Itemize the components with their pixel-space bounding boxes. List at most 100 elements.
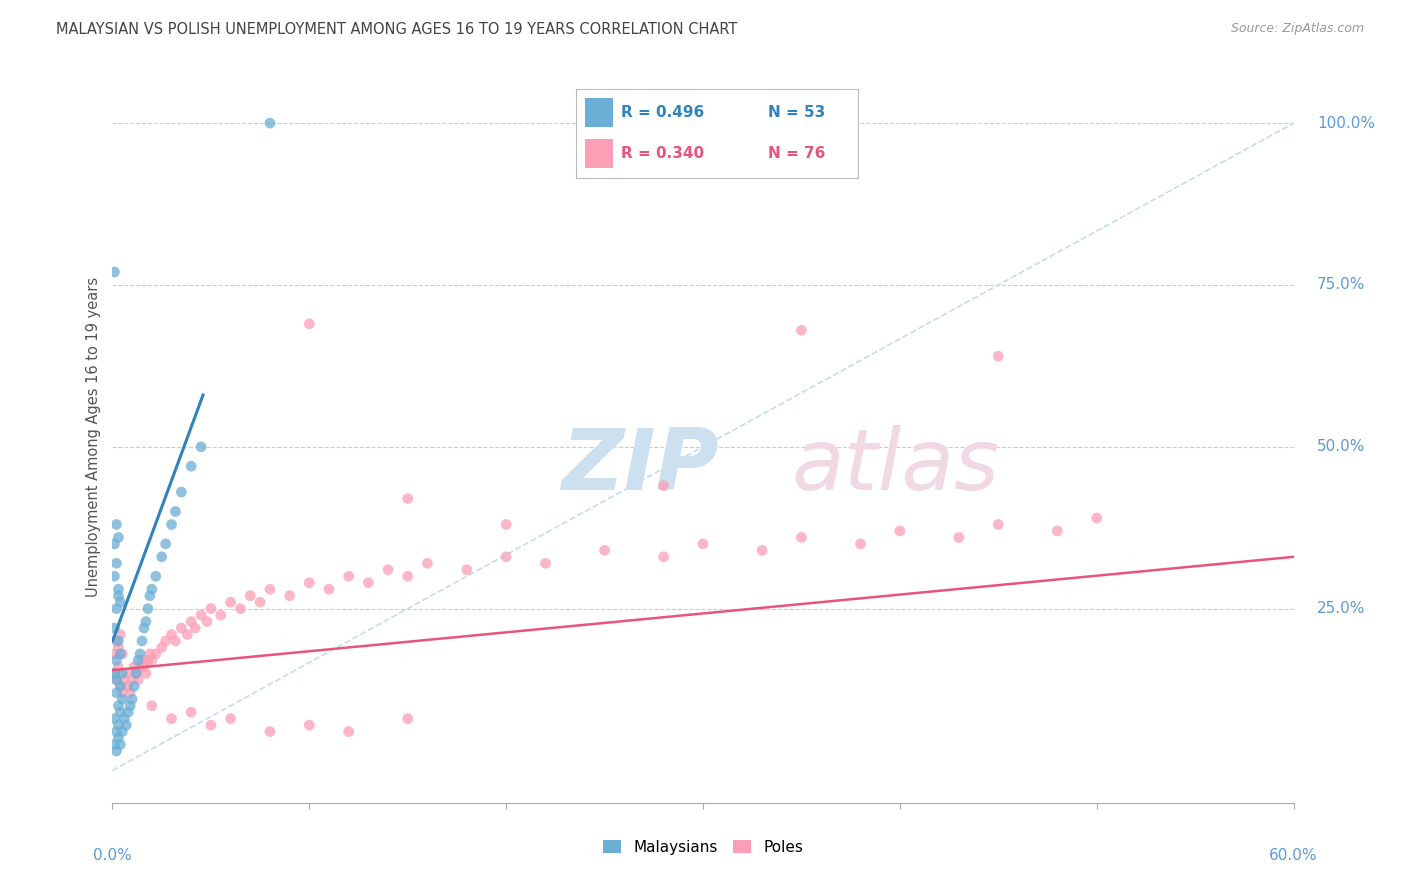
Point (112, 673, 135, 687)
Point (107, 582, 129, 597)
Point (110, 679, 132, 693)
Point (120, 698, 142, 713)
Point (127, 673, 149, 687)
Point (160, 627, 183, 641)
Point (105, 517, 128, 532)
Text: 50.0%: 50.0% (1317, 439, 1365, 454)
Point (105, 724, 128, 739)
Point (165, 634, 187, 648)
Point (110, 647, 132, 661)
Point (139, 589, 162, 603)
Point (790, 530, 813, 544)
Point (200, 601, 222, 615)
Point (259, 582, 281, 597)
Point (190, 440, 212, 454)
Point (593, 543, 616, 558)
Point (131, 653, 153, 667)
Point (396, 491, 419, 506)
Point (122, 660, 145, 674)
Point (219, 595, 242, 609)
Point (170, 621, 193, 635)
Text: MALAYSIAN VS POLISH UNEMPLOYMENT AMONG AGES 16 TO 19 YEARS CORRELATION CHART: MALAYSIAN VS POLISH UNEMPLOYMENT AMONG A… (56, 22, 738, 37)
Point (278, 589, 301, 603)
Point (160, 517, 183, 532)
Point (195, 615, 218, 629)
Point (145, 569, 167, 583)
Point (105, 557, 128, 571)
Point (111, 692, 134, 706)
Point (160, 712, 183, 726)
Point (184, 621, 207, 635)
Point (122, 679, 145, 693)
Point (416, 557, 439, 571)
Point (337, 569, 360, 583)
Point (115, 666, 138, 681)
Legend: Malaysians, Poles: Malaysians, Poles (596, 834, 810, 861)
Point (107, 640, 129, 655)
Point (298, 575, 321, 590)
Point (456, 563, 478, 577)
Point (357, 575, 380, 590)
Point (790, 323, 813, 337)
Point (849, 537, 872, 551)
Point (105, 601, 128, 615)
Point (1046, 524, 1069, 538)
Point (136, 653, 159, 667)
Point (987, 349, 1010, 363)
Point (105, 686, 128, 700)
Point (132, 660, 155, 674)
Point (200, 718, 222, 732)
Y-axis label: Unemployment Among Ages 16 to 19 years: Unemployment Among Ages 16 to 19 years (86, 277, 101, 597)
Point (110, 595, 132, 609)
Point (396, 712, 419, 726)
Point (987, 517, 1010, 532)
Point (219, 712, 242, 726)
Point (107, 530, 129, 544)
Point (117, 679, 139, 693)
Point (318, 582, 340, 597)
Point (170, 485, 193, 500)
Point (135, 615, 157, 629)
Point (110, 627, 132, 641)
Text: N = 53: N = 53 (768, 105, 825, 120)
Point (121, 673, 143, 687)
Point (103, 621, 125, 635)
Text: 0.0%: 0.0% (93, 848, 132, 863)
Point (127, 653, 149, 667)
Point (652, 549, 675, 564)
Text: R = 0.496: R = 0.496 (621, 105, 704, 120)
Point (209, 608, 232, 623)
Point (150, 640, 173, 655)
Point (136, 601, 159, 615)
Point (125, 666, 148, 681)
Point (103, 666, 125, 681)
Text: 75.0%: 75.0% (1317, 277, 1365, 293)
Point (249, 595, 271, 609)
Point (176, 627, 198, 641)
Point (155, 537, 177, 551)
Point (377, 563, 399, 577)
Point (337, 724, 360, 739)
Point (298, 317, 321, 331)
Point (115, 718, 138, 732)
Point (129, 660, 152, 674)
Point (105, 744, 128, 758)
Point (110, 705, 132, 719)
Point (117, 705, 139, 719)
Point (135, 666, 157, 681)
Point (105, 673, 128, 687)
Point (103, 265, 125, 279)
Point (103, 712, 125, 726)
Point (180, 615, 202, 629)
Text: 100.0%: 100.0% (1317, 116, 1375, 130)
Text: atlas: atlas (792, 425, 1000, 508)
Point (131, 634, 153, 648)
Point (495, 517, 517, 532)
Point (259, 724, 281, 739)
Point (105, 653, 128, 667)
Point (141, 582, 163, 597)
Point (110, 679, 132, 693)
Point (110, 738, 132, 752)
Point (105, 634, 128, 648)
Text: 25.0%: 25.0% (1317, 601, 1365, 616)
